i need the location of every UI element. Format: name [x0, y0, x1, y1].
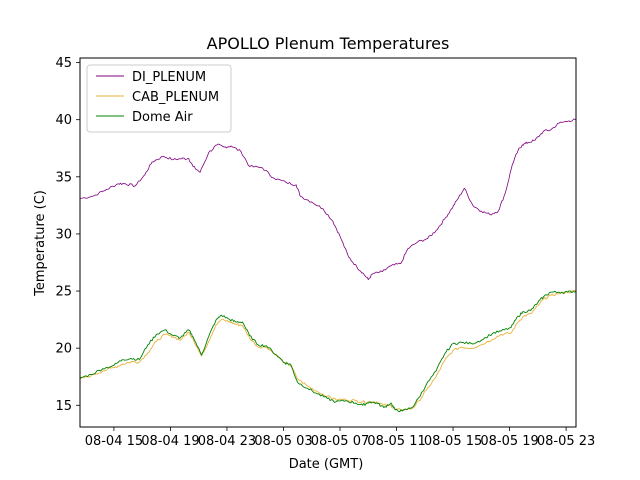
y-tick-label: 20	[55, 342, 72, 357]
series-line-di-plenum	[80, 118, 576, 281]
y-axis: 15 20 25 30 35 40 45	[55, 56, 80, 414]
x-tick-label: 08-05 23	[537, 434, 595, 449]
y-tick-label: 25	[55, 285, 72, 300]
series-line-cab-plenum	[80, 290, 576, 411]
y-tick-label: 15	[55, 399, 72, 414]
legend: DI_PLENUM CAB_PLENUM Dome Air	[86, 64, 232, 133]
y-tick-label: 30	[55, 227, 72, 242]
legend-label: CAB_PLENUM	[132, 90, 219, 105]
plot-frame	[79, 57, 577, 428]
x-axis-label: Date (GMT)	[289, 457, 364, 472]
series-group	[80, 118, 576, 413]
legend-label: DI_PLENUM	[132, 70, 206, 85]
legend-label: Dome Air	[132, 110, 193, 125]
x-tick-label: 08-05 07	[311, 434, 369, 449]
y-tick-label: 45	[55, 56, 72, 71]
x-tick-label: 08-05 03	[254, 434, 312, 449]
y-tick-label: 35	[55, 170, 72, 185]
x-tick-label: 08-04 19	[141, 434, 199, 449]
x-tick-label: 08-05 11	[367, 434, 425, 449]
legend-box	[86, 64, 232, 133]
y-tick-label: 40	[55, 113, 72, 128]
x-tick-label: 08-04 23	[198, 434, 256, 449]
x-tick-label: 08-05 19	[480, 434, 538, 449]
x-tick-label: 08-04 15	[85, 434, 143, 449]
series-line-dome-air	[80, 290, 576, 413]
chart-title: APOLLO Plenum Temperatures	[207, 34, 450, 53]
y-axis-label: Temperature (C)	[33, 190, 48, 297]
x-tick-label: 08-05 15	[424, 434, 482, 449]
